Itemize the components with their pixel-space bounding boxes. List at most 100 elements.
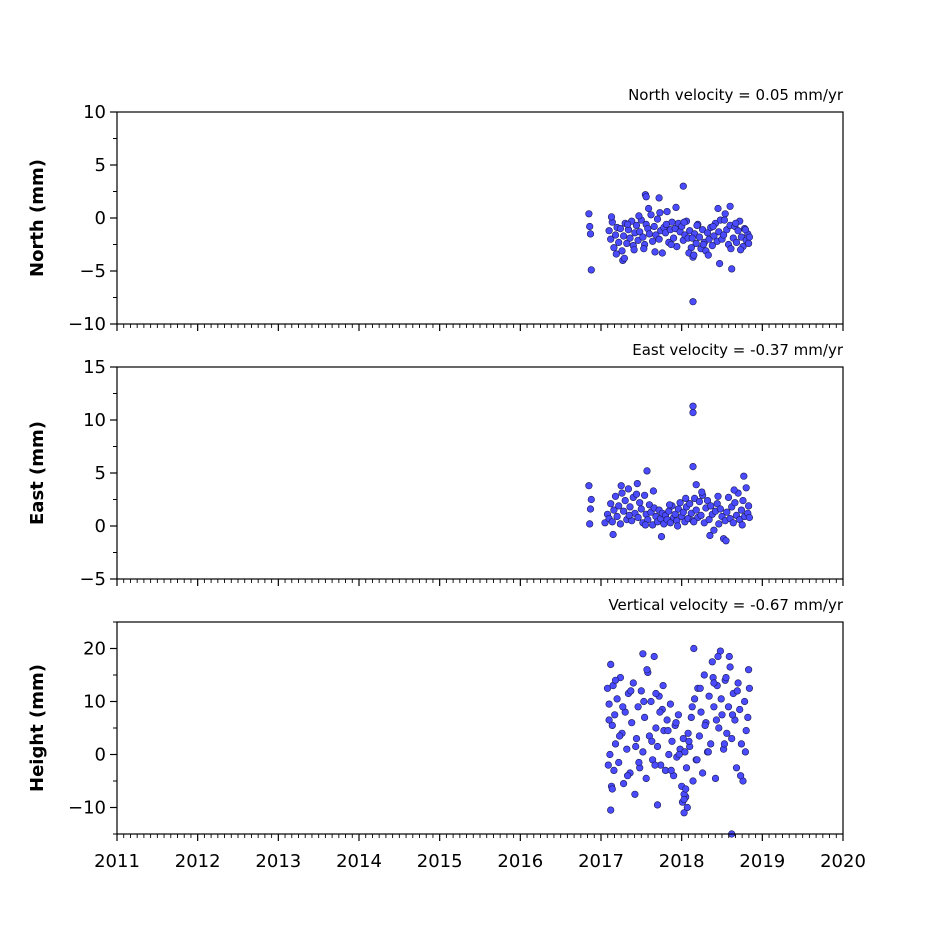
data-point	[713, 500, 721, 508]
data-point	[732, 764, 741, 772]
data-point	[723, 508, 731, 516]
x-tick-label: 2020	[820, 851, 866, 872]
data-point	[607, 213, 616, 221]
data-point	[673, 522, 682, 530]
x-tick-label: 2013	[255, 851, 301, 872]
data-point	[610, 766, 618, 775]
data-point	[695, 498, 704, 506]
data-point	[724, 493, 733, 502]
data-point	[674, 711, 683, 719]
data-point	[679, 508, 687, 516]
data-point	[730, 486, 738, 494]
data-point	[647, 697, 655, 706]
data-point	[615, 238, 623, 246]
data-point	[619, 507, 628, 515]
data-point	[586, 222, 594, 231]
data-point	[645, 230, 654, 238]
data-point	[649, 487, 658, 495]
data-point	[608, 518, 616, 526]
data-point	[623, 745, 631, 753]
data-point	[616, 225, 625, 233]
data-point	[632, 490, 641, 498]
data-point	[688, 234, 696, 242]
data-point	[696, 684, 704, 692]
data-point	[738, 521, 746, 529]
data-point	[653, 215, 662, 223]
data-point	[727, 245, 735, 253]
data-point	[707, 740, 715, 748]
data-point	[734, 679, 742, 687]
data-point	[587, 495, 595, 504]
data-point	[690, 644, 698, 653]
data-point	[698, 488, 706, 496]
data-point	[605, 700, 613, 708]
data-point	[710, 232, 718, 240]
data-point	[723, 729, 731, 737]
axes-frame	[116, 111, 844, 325]
data-point	[639, 650, 647, 658]
panel-title: East velocity = -0.37 mm/yr	[632, 341, 844, 359]
data-point	[608, 721, 616, 730]
data-point	[692, 506, 700, 514]
data-point	[715, 260, 724, 268]
data-point	[668, 737, 676, 745]
data-point	[634, 703, 642, 711]
data-point	[636, 499, 644, 507]
data-point	[612, 250, 620, 258]
data-point	[607, 235, 615, 243]
data-point	[690, 518, 698, 526]
data-point	[728, 711, 737, 719]
data-point	[607, 806, 615, 814]
data-point	[682, 785, 690, 793]
data-point	[672, 203, 680, 211]
data-point	[632, 742, 640, 751]
data-point	[647, 211, 655, 219]
data-point	[736, 246, 745, 254]
data-point	[697, 708, 705, 716]
data-point	[695, 732, 704, 740]
data-point	[653, 742, 662, 751]
data-point	[616, 520, 625, 528]
data-point	[628, 719, 636, 727]
data-point	[655, 235, 663, 243]
data-point	[744, 666, 753, 674]
data-point	[585, 482, 593, 490]
data-point	[705, 692, 713, 700]
data-point	[669, 234, 678, 242]
data-point	[714, 204, 722, 213]
data-point	[680, 218, 688, 226]
data-point	[725, 652, 733, 661]
data-point	[717, 695, 725, 703]
data-point	[692, 239, 700, 247]
panel-height: 20 10 0 −10 2011 2012 2013 2014 2015 2016 2017 2018…	[27, 596, 866, 872]
data-point	[667, 240, 675, 249]
data-point	[642, 193, 650, 201]
data-point	[635, 758, 643, 767]
data-point	[741, 748, 750, 756]
data-point	[605, 716, 613, 724]
data-point	[637, 505, 645, 513]
panel-east: 15 10 5 0 −5 East velocity = -0.37 mm/yr East …	[27, 341, 844, 590]
data-point	[690, 695, 699, 703]
data-point	[635, 212, 643, 220]
data-point	[679, 182, 687, 190]
data-point	[586, 520, 594, 528]
y-tick-label: 0	[95, 745, 106, 766]
data-point	[626, 234, 634, 242]
data-point	[586, 505, 595, 513]
data-point	[714, 492, 722, 500]
data-point	[652, 689, 660, 698]
data-point	[733, 687, 741, 695]
data-point	[740, 697, 749, 706]
y-tick-label: 5	[95, 155, 106, 176]
data-point	[706, 531, 714, 540]
y-tick-label: 10	[83, 410, 106, 431]
data-point	[716, 505, 725, 513]
data-point	[636, 228, 644, 236]
data-point	[618, 489, 626, 497]
data-point	[621, 497, 629, 505]
data-point	[665, 501, 674, 509]
x-tick-label: 2012	[175, 851, 221, 872]
y-axis-title: East (mm)	[27, 421, 48, 525]
data-point	[641, 521, 650, 529]
